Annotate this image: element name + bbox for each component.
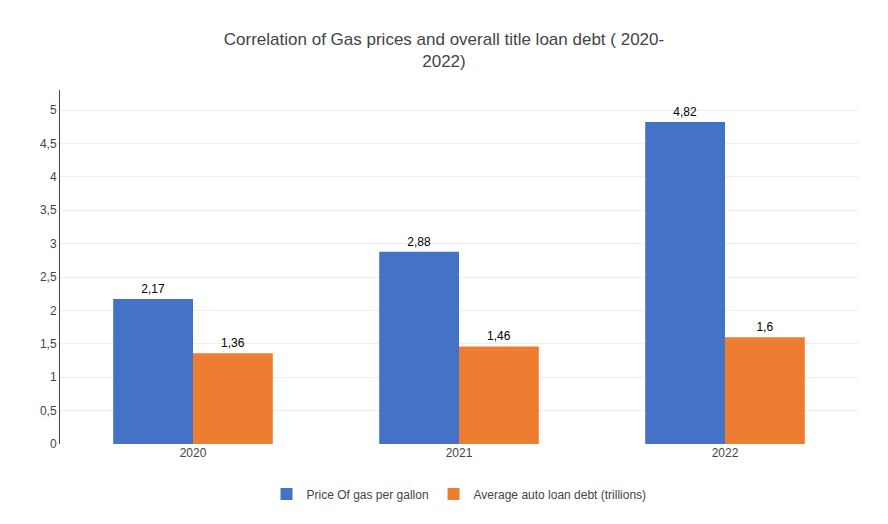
svg-text:2020: 2020: [180, 446, 207, 460]
svg-text:1: 1: [50, 370, 57, 384]
svg-text:2022: 2022: [712, 446, 739, 460]
svg-text:Price Of gas per gallon: Price Of gas per gallon: [307, 488, 429, 502]
svg-text:2,17: 2,17: [141, 282, 165, 296]
svg-text:2,5: 2,5: [40, 270, 57, 284]
svg-text:1,46: 1,46: [487, 329, 511, 343]
svg-text:4,5: 4,5: [40, 137, 57, 151]
svg-text:3,5: 3,5: [40, 203, 57, 217]
svg-text:1,36: 1,36: [221, 336, 245, 350]
svg-text:0: 0: [50, 437, 57, 451]
svg-text:1,5: 1,5: [40, 337, 57, 351]
svg-text:2: 2: [50, 304, 57, 318]
svg-text:0,5: 0,5: [40, 404, 57, 418]
svg-text:1,6: 1,6: [756, 320, 773, 334]
svg-text:4,82: 4,82: [673, 105, 697, 119]
svg-text:5: 5: [50, 103, 57, 117]
svg-text:2,88: 2,88: [407, 235, 431, 249]
svg-text:Average auto loan debt (trilli: Average auto loan debt (trillions): [474, 488, 647, 502]
svg-text:4: 4: [50, 170, 57, 184]
svg-text:Correlation of Gas prices and: Correlation of Gas prices and overall ti…: [224, 30, 664, 71]
svg-text:2021: 2021: [446, 446, 473, 460]
svg-text:3: 3: [50, 237, 57, 251]
